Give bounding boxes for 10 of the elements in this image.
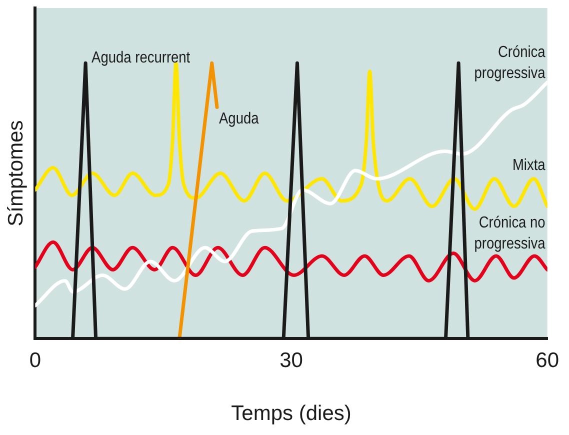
series-label: Mixta (512, 156, 546, 175)
series-label: Crónica progressiva (474, 42, 546, 82)
x-tick-label: 30 (280, 348, 303, 372)
x-axis-title: Temps (dies) (231, 402, 352, 426)
series-label: Aguda (219, 110, 260, 128)
y-axis-title: Símptomes (4, 120, 28, 226)
series-label: Aguda recurrent (92, 48, 191, 67)
x-tick-label: 0 (29, 348, 42, 372)
x-tick-label: 60 (536, 348, 559, 372)
series-label: Crónica no progressiva (474, 213, 546, 253)
